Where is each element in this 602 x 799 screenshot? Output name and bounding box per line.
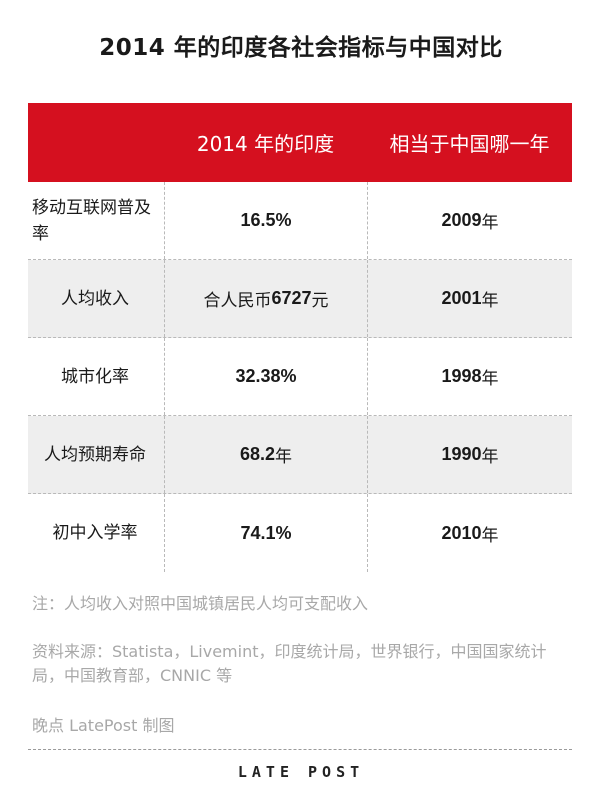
- china-year-number: 1990: [441, 444, 482, 464]
- india-value: 74.1%: [164, 494, 367, 572]
- china-year-unit: 年: [481, 525, 499, 546]
- header-cell-china-year: 相当于中国哪一年: [389, 132, 550, 156]
- indicator-label: 人均收入: [61, 288, 129, 309]
- china-year: 1998 年: [367, 338, 572, 415]
- table-row: 初中入学率 74.1% 2010 年: [28, 494, 572, 572]
- table-row: 移动互联网普及率 16.5% 2009 年: [28, 182, 572, 260]
- china-year-number: 2009: [441, 210, 482, 230]
- china-year: 2010 年: [367, 494, 572, 572]
- china-year-unit: 年: [481, 291, 499, 311]
- china-year-unit: 年: [481, 213, 499, 233]
- india-value: 68.2 年: [164, 416, 367, 493]
- page-title: 2014 年的印度各社会指标与中国对比: [99, 35, 503, 61]
- india-value-number: 16.5%: [240, 210, 292, 230]
- china-year-number: 2001: [441, 288, 482, 308]
- comparison-table: 2014 年的印度 相当于中国哪一年 移动互联网普及率 16.5% 2009 年…: [28, 103, 572, 572]
- indicator-label: 城市化率: [61, 366, 129, 387]
- india-value-number: 6727: [271, 288, 312, 308]
- india-value: 32.38%: [164, 338, 367, 415]
- indicator-label: 移动互联网普及率: [32, 197, 151, 244]
- latepost-logo: LATE POST: [237, 763, 365, 781]
- india-value-prefix: 合人民币: [203, 291, 272, 311]
- india-value: 合人民币 6727 元: [164, 260, 367, 337]
- china-year: 2001 年: [367, 260, 572, 337]
- india-value-unit: 年: [275, 447, 293, 467]
- indicator-label: 初中入学率: [52, 523, 138, 543]
- credit-line: 晚点 LatePost 制图: [32, 716, 175, 735]
- table-row: 人均收入 合人民币 6727 元 2001 年: [28, 260, 572, 338]
- indicator-label: 人均预期寿命: [44, 444, 146, 465]
- china-year: 1990 年: [367, 416, 572, 493]
- footer-divider: [28, 749, 572, 750]
- china-year-number: 2010: [441, 522, 482, 543]
- india-value-number: 74.1%: [240, 522, 292, 543]
- china-year: 2009 年: [367, 182, 572, 259]
- footnote-income: 注：人均收入对照中国城镇居民人均可支配收入: [32, 594, 369, 613]
- india-value-number: 68.2: [239, 444, 276, 464]
- india-value-unit: 元: [311, 291, 329, 311]
- india-value-number: 32.38%: [235, 366, 297, 386]
- header-cell-india-2014: 2014 年的印度: [196, 132, 335, 156]
- china-year-number: 1998: [441, 366, 482, 386]
- china-year-unit: 年: [481, 369, 499, 389]
- table-header: 2014 年的印度 相当于中国哪一年: [28, 103, 572, 182]
- china-year-unit: 年: [481, 447, 499, 467]
- table-row: 城市化率 32.38% 1998 年: [28, 338, 572, 416]
- india-value: 16.5%: [164, 182, 367, 259]
- data-sources: 资料来源：Statista，Livemint，印度统计局，世界银行，中国国家统计…: [32, 642, 547, 685]
- table-row: 人均预期寿命 68.2 年 1990 年: [28, 416, 572, 494]
